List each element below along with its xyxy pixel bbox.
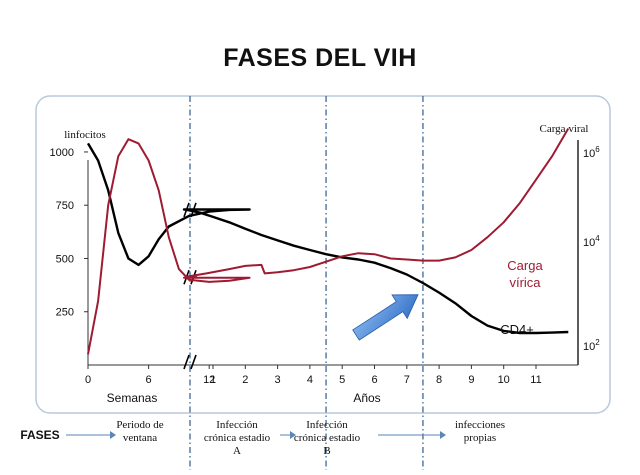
- series-label-cd4: CD4+: [500, 322, 534, 337]
- phase-name-1: Periodo de: [116, 419, 163, 431]
- x-year-tick-label: 1: [210, 374, 216, 386]
- phase-name-2: Infección: [216, 419, 258, 431]
- x-year-tick-label: 7: [404, 374, 410, 386]
- phase-name-3: Infección: [306, 419, 348, 431]
- series-label-carga: Carga: [507, 258, 543, 273]
- x-year-tick-label: 3: [275, 374, 281, 386]
- x-week-tick-label: 6: [146, 374, 152, 386]
- phase-name-2: A: [233, 445, 241, 457]
- x-week-tick-label: 0: [85, 374, 91, 386]
- phases-label: FASES: [20, 428, 59, 442]
- y-tick-label: 1000: [50, 147, 74, 159]
- y-tick-label: 750: [56, 200, 74, 212]
- series-label-virica: vírica: [509, 275, 541, 290]
- x-weeks-label: Semanas: [107, 391, 158, 405]
- axis-break-mark: [183, 354, 190, 370]
- y-right-tick-label: 106: [583, 145, 600, 160]
- trend-arrow-shape: [352, 294, 419, 341]
- axis-break-mark: [190, 354, 197, 370]
- phase-name-2: crónica estadio: [204, 432, 271, 444]
- series-line-cd4: [86, 142, 569, 335]
- phase-arrow-head: [110, 431, 116, 439]
- phase-name-3: crónica estadio: [294, 432, 361, 444]
- phase-name-4: propias: [464, 432, 496, 444]
- y-tick-label: 250: [56, 307, 74, 319]
- phase-arrow-head: [440, 431, 446, 439]
- y-right-label: Carga viral: [540, 123, 589, 135]
- y-tick-label: 500: [56, 253, 74, 265]
- y-right-tick-label: 104: [583, 234, 600, 249]
- x-year-tick-label: 9: [468, 374, 474, 386]
- x-year-tick-label: 10: [498, 374, 510, 386]
- x-year-tick-label: 8: [436, 374, 442, 386]
- phase-arrow-head: [290, 431, 296, 439]
- x-year-tick-label: 5: [339, 374, 345, 386]
- x-year-tick-label: 11: [530, 374, 541, 386]
- phase-name-1: ventana: [123, 432, 157, 444]
- x-year-tick-label: 4: [307, 374, 313, 386]
- phase-name-4: infecciones: [455, 419, 505, 431]
- trend-arrow: [352, 294, 419, 341]
- series-line-carga-virica: [87, 127, 570, 355]
- x-year-tick-label: 2: [242, 374, 248, 386]
- x-year-tick-label: 6: [371, 374, 377, 386]
- y-left-label: linfocitos: [64, 129, 106, 141]
- x-week-tick-label: 12: [203, 374, 215, 386]
- y-right-tick-label: 102: [583, 338, 600, 353]
- x-years-label: Años: [353, 391, 380, 405]
- phase-name-3: B: [323, 445, 330, 457]
- chart-title: FASES DEL VIH: [223, 44, 417, 72]
